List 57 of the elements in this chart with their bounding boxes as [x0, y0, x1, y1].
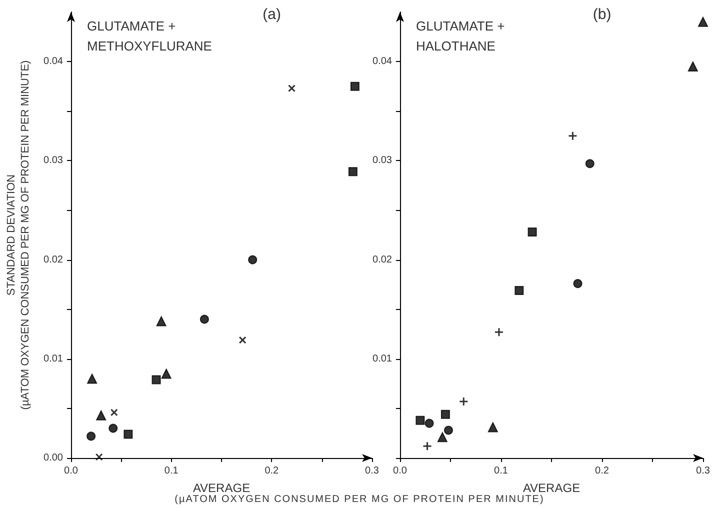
point: [348, 167, 358, 176]
text: (µATOM OXYGEN CONSUMED PER MG OF PROTEIN PER MINUTE): [174, 494, 546, 505]
point: [424, 418, 434, 428]
x-axis-title: AVERAGE: [192, 480, 250, 495]
annotation: GLUTAMATE + METHOXYFLURANE: [87, 18, 212, 54]
y-tick-label: 0.01: [44, 353, 64, 364]
point: [86, 432, 96, 441]
point: [698, 16, 708, 27]
point: [248, 255, 258, 264]
point: [288, 84, 296, 92]
y-tick-label: 0.02: [44, 254, 64, 266]
point: [108, 424, 118, 433]
point: [422, 441, 432, 451]
x-tick-label: 0.1: [164, 466, 179, 476]
point: [688, 62, 698, 72]
x-tick-label: 0.3: [696, 466, 710, 476]
x-tick-label: 0.2: [595, 466, 610, 476]
chart-title: (b): [592, 6, 612, 23]
point: [444, 426, 453, 435]
y-tick-label: 0.01: [372, 353, 392, 364]
chart-title: (a): [262, 6, 281, 23]
point: [585, 159, 594, 168]
point: [350, 82, 360, 91]
point: [494, 327, 504, 337]
annotation: GLUTAMATE + HALOTHANE: [416, 18, 505, 54]
x-tick-label: 0.3: [365, 466, 380, 476]
point: [156, 316, 166, 326]
point: [437, 432, 448, 442]
y-tick-label: 0.04: [44, 56, 64, 68]
point: [238, 336, 246, 344]
point: [110, 408, 118, 416]
y-axis-title: STANDARD DEVIATION (µATOM OXYGEN CONSUMED PER MG OF PROTEIN PER MINUTE): [6, 60, 32, 410]
point: [95, 453, 103, 461]
x-tick-label: 0.0: [393, 466, 408, 476]
x-axis-title: AVERAGE: [522, 480, 580, 495]
x-tick-label: 0.1: [494, 466, 508, 476]
point: [416, 416, 425, 425]
y-tick-label: 0.00: [44, 452, 64, 464]
y-tick-label: 0.03: [44, 155, 64, 166]
y-tick-label: 0.04: [372, 56, 392, 68]
point: [514, 286, 524, 295]
point: [440, 410, 450, 419]
point: [96, 410, 106, 420]
y-tick-label: 0.03: [372, 155, 392, 166]
y-tick-label: 0.02: [372, 254, 392, 266]
point: [458, 396, 468, 406]
point: [87, 374, 98, 384]
point: [124, 430, 133, 439]
point: [568, 131, 578, 141]
point: [152, 375, 161, 384]
point: [200, 314, 209, 324]
point: [161, 368, 172, 379]
x-tick-label: 0.0: [64, 466, 78, 476]
point: [528, 228, 537, 237]
x-tick-label: 0.2: [264, 466, 280, 476]
point: [573, 279, 582, 288]
point: [488, 422, 498, 432]
